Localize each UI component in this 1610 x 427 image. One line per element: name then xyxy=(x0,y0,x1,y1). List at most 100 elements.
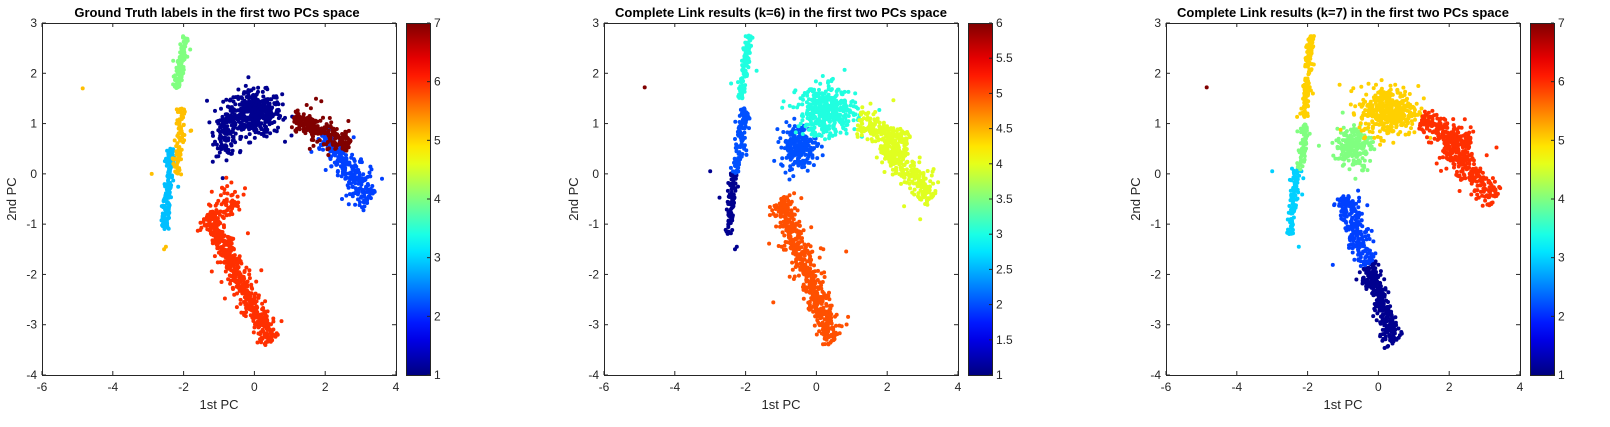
data-point xyxy=(807,160,812,165)
data-point xyxy=(253,116,258,121)
data-point xyxy=(1343,197,1348,202)
x-tick-label: -4 xyxy=(107,380,118,394)
data-point xyxy=(820,74,825,78)
data-point xyxy=(1364,254,1369,259)
data-point xyxy=(210,241,215,246)
data-point xyxy=(1296,244,1301,249)
data-point xyxy=(162,205,167,210)
data-point xyxy=(724,229,729,234)
data-point xyxy=(369,167,374,172)
data-point xyxy=(825,323,830,328)
data-point xyxy=(767,213,772,218)
data-point xyxy=(237,254,242,259)
data-point xyxy=(271,333,276,338)
data-point xyxy=(728,231,733,236)
y-tick-label: 2 xyxy=(30,66,37,80)
data-point xyxy=(173,73,178,78)
data-point xyxy=(827,126,832,131)
data-point xyxy=(295,114,300,119)
data-point xyxy=(325,124,329,129)
data-point xyxy=(826,315,831,320)
data-point xyxy=(166,209,171,214)
data-point xyxy=(1292,170,1297,175)
data-point xyxy=(225,136,230,141)
cluster-label-6 xyxy=(642,85,647,90)
data-point xyxy=(1358,264,1363,268)
data-point xyxy=(365,187,370,192)
data-point xyxy=(220,121,225,126)
data-point xyxy=(814,289,819,294)
data-point xyxy=(887,133,892,138)
data-point xyxy=(846,114,851,118)
data-point xyxy=(820,126,825,131)
data-point xyxy=(250,113,255,118)
data-point xyxy=(280,102,285,107)
y-tick-label: 3 xyxy=(30,16,37,30)
cluster-label-5 xyxy=(767,191,851,347)
data-point xyxy=(238,301,243,306)
data-point xyxy=(229,241,234,246)
data-point xyxy=(840,100,845,105)
data-point xyxy=(219,146,224,151)
data-point xyxy=(1383,287,1388,292)
data-point xyxy=(790,167,794,172)
data-point xyxy=(844,108,849,113)
data-point xyxy=(742,59,747,64)
data-point xyxy=(917,169,921,174)
data-point xyxy=(795,208,800,213)
data-point xyxy=(317,131,322,136)
data-point xyxy=(1307,131,1312,136)
data-point xyxy=(899,181,903,186)
data-point xyxy=(813,109,818,114)
data-point xyxy=(264,129,269,134)
data-point xyxy=(796,156,800,161)
data-point xyxy=(893,153,898,158)
data-point xyxy=(244,310,249,315)
data-point xyxy=(1371,314,1376,319)
data-point xyxy=(727,209,732,214)
data-point xyxy=(247,116,252,121)
y-tick-label: -4 xyxy=(588,368,599,382)
data-point xyxy=(347,192,352,197)
data-point xyxy=(830,112,835,117)
data-point xyxy=(848,103,853,108)
data-point xyxy=(861,116,866,121)
data-point xyxy=(807,299,812,304)
data-point xyxy=(334,135,339,140)
data-point xyxy=(893,158,898,163)
data-point xyxy=(742,46,747,51)
data-point xyxy=(1381,319,1386,324)
data-point xyxy=(802,161,807,166)
data-point xyxy=(805,259,810,264)
data-point xyxy=(333,153,337,158)
data-point xyxy=(789,148,794,153)
data-point xyxy=(810,293,815,297)
data-point xyxy=(1354,233,1359,238)
data-point xyxy=(346,119,351,123)
data-point xyxy=(160,211,165,216)
data-point xyxy=(361,208,366,213)
data-point xyxy=(1371,284,1376,289)
data-point xyxy=(327,116,332,120)
data-point xyxy=(280,92,285,97)
data-point xyxy=(242,108,247,113)
data-point xyxy=(1354,221,1359,226)
data-point xyxy=(243,186,247,191)
data-point xyxy=(820,280,825,284)
data-point xyxy=(866,110,871,115)
data-point xyxy=(726,194,731,199)
data-point xyxy=(1364,284,1369,289)
data-point xyxy=(1380,327,1385,332)
points-layer xyxy=(642,33,941,347)
data-point xyxy=(1389,309,1394,314)
data-point xyxy=(844,249,849,254)
data-point xyxy=(1302,154,1307,159)
data-point xyxy=(219,245,224,249)
data-point xyxy=(1330,140,1335,145)
data-point xyxy=(254,279,259,284)
data-point xyxy=(215,146,220,151)
data-point xyxy=(227,237,232,242)
data-point xyxy=(222,296,227,301)
data-point xyxy=(826,341,831,346)
data-point xyxy=(829,321,834,326)
